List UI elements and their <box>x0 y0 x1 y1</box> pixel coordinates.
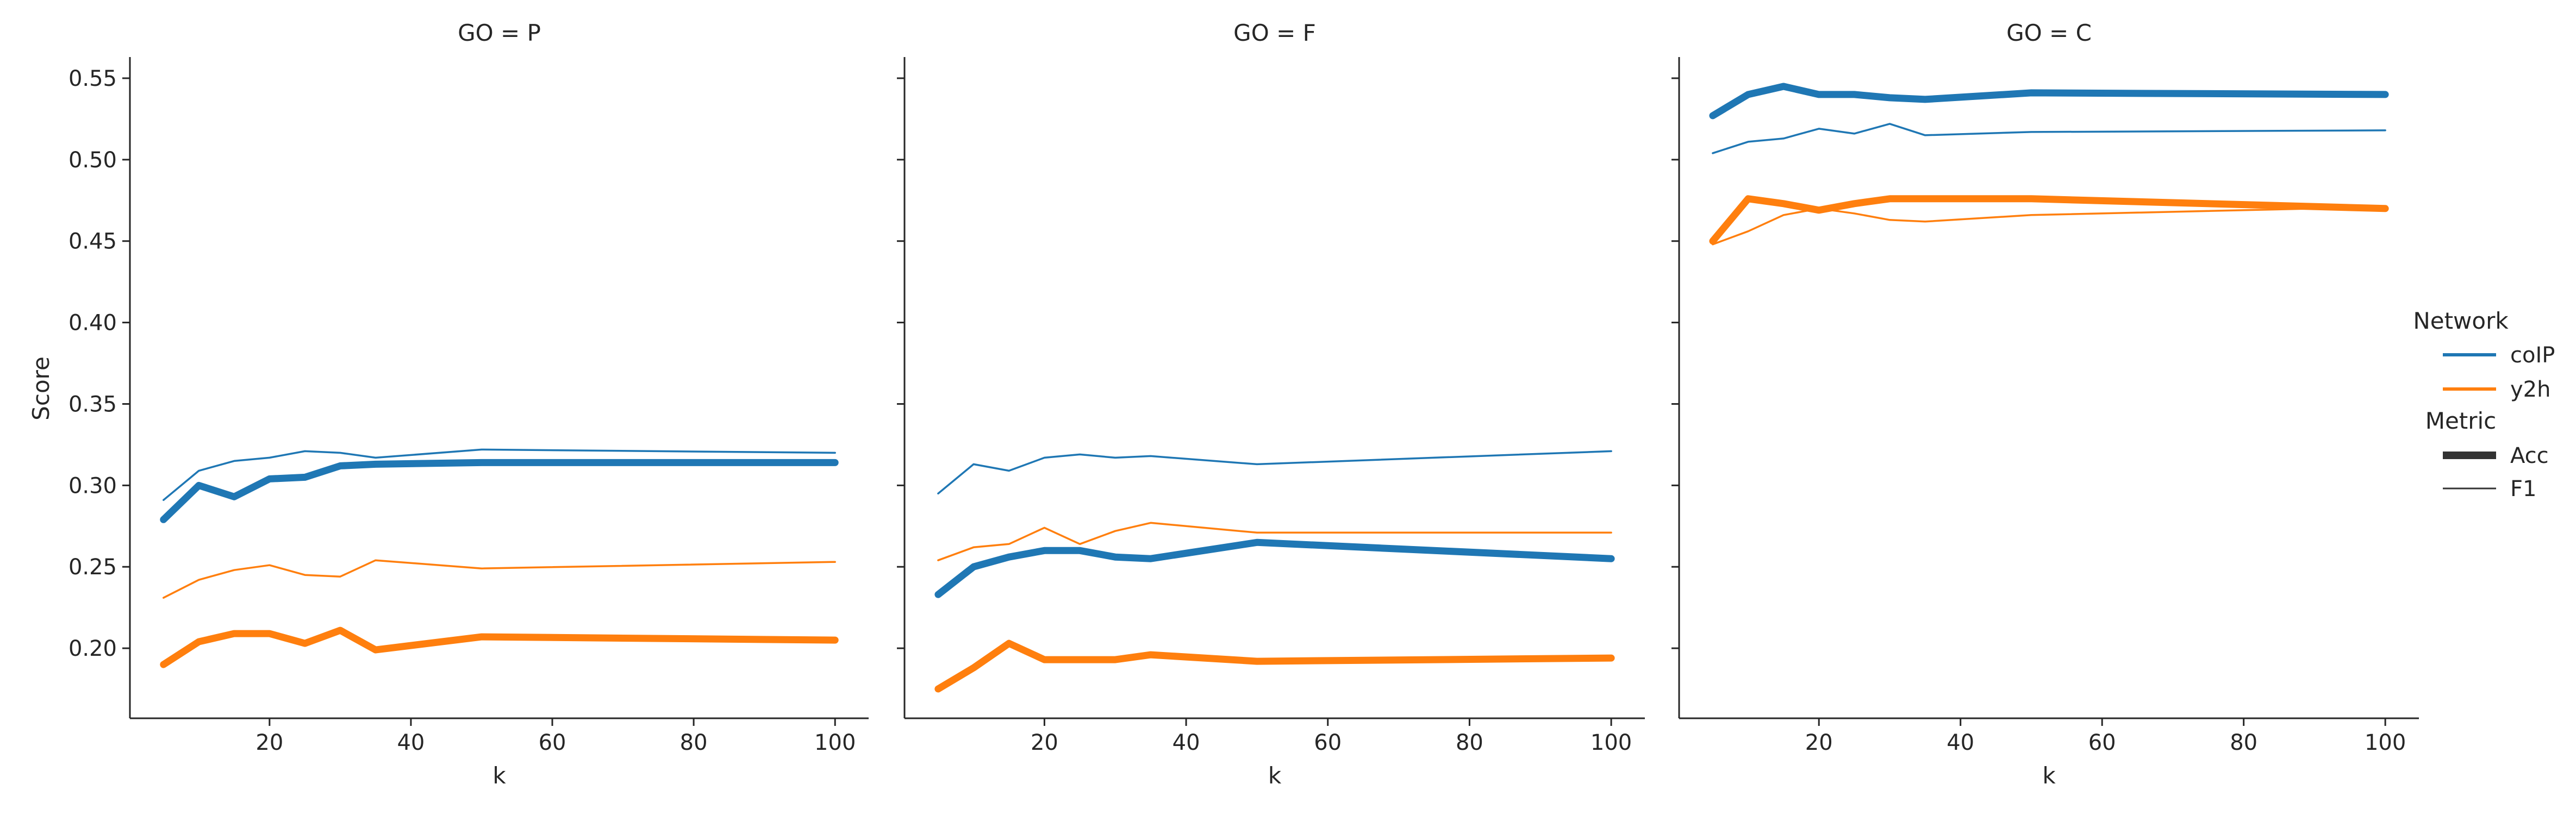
x-tick-label: 100 <box>814 730 856 755</box>
y-tick-label: 0.20 <box>68 636 117 661</box>
x-tick-label: 80 <box>2230 730 2257 755</box>
y-tick-label: 0.40 <box>68 311 117 336</box>
series-line-y2h-f1 <box>937 522 1612 561</box>
legend: Network coIP y2h Metric Acc F1 <box>2413 308 2555 501</box>
x-tick-label: 20 <box>1031 730 1058 755</box>
series-line-y2h-acc <box>160 626 839 668</box>
legend-network-title: Network <box>2413 308 2509 334</box>
series-line-coip-f1 <box>937 450 1612 495</box>
x-tick-label: 60 <box>1314 730 1342 755</box>
y-tick-label: 0.30 <box>68 473 117 498</box>
series-line-coip-f1 <box>1712 123 2386 154</box>
x-axis-label: k <box>1268 762 1282 789</box>
series-line-y2h-f1 <box>163 559 836 599</box>
y-tick-label: 0.45 <box>68 229 117 254</box>
series-line-coip-acc <box>160 459 839 523</box>
panel-3: GO = C 20 40 60 80 100 k <box>1671 20 2419 789</box>
y-tick-label: 0.50 <box>68 148 117 173</box>
chart-panels: GO = P 0.20 0.25 0.30 0.35 0.40 0.45 0.50 0.55 20… <box>68 20 2419 789</box>
x-tick-label: 60 <box>539 730 566 755</box>
panel-title: GO = P <box>458 20 541 46</box>
legend-label-f1: F1 <box>2510 477 2536 501</box>
x-tick-label: 40 <box>1172 730 1200 755</box>
x-tick-label: 100 <box>2365 730 2406 755</box>
x-axis-label: k <box>2042 762 2056 789</box>
x-tick-label: 40 <box>1947 730 1974 755</box>
legend-label-y2h: y2h <box>2510 377 2550 402</box>
x-tick-label: 40 <box>397 730 425 755</box>
panel-title: GO = F <box>1233 20 1316 46</box>
legend-label-coip: coIP <box>2510 343 2555 368</box>
x-tick-label: 80 <box>1456 730 1483 755</box>
series-line-y2h-acc <box>934 640 1615 693</box>
series-line-coip-acc <box>934 538 1615 598</box>
y-tick-label: 0.25 <box>68 555 117 580</box>
x-tick-label: 100 <box>1590 730 1632 755</box>
series-line-coip-f1 <box>163 448 836 501</box>
y-axis-label: Score <box>28 356 54 421</box>
x-tick-label: 60 <box>2088 730 2116 755</box>
x-tick-label: 20 <box>255 730 283 755</box>
x-tick-label: 20 <box>1805 730 1833 755</box>
y-tick-label: 0.35 <box>68 392 117 417</box>
series-line-coip-acc <box>1709 83 2389 120</box>
x-tick-label: 80 <box>680 730 708 755</box>
panel-1: GO = P 0.20 0.25 0.30 0.35 0.40 0.45 0.50 0.55 20… <box>68 20 869 789</box>
panel-title: GO = C <box>2006 20 2092 46</box>
x-axis-label: k <box>492 762 506 789</box>
legend-metric-title: Metric <box>2425 408 2497 434</box>
series-line-y2h-acc <box>1709 195 2389 245</box>
legend-label-acc: Acc <box>2510 443 2549 468</box>
series-line-y2h-f1 <box>1712 206 2386 246</box>
y-tick-label: 0.55 <box>68 66 117 91</box>
panel-2: GO = F 20 40 60 80 100 k <box>897 20 1645 789</box>
